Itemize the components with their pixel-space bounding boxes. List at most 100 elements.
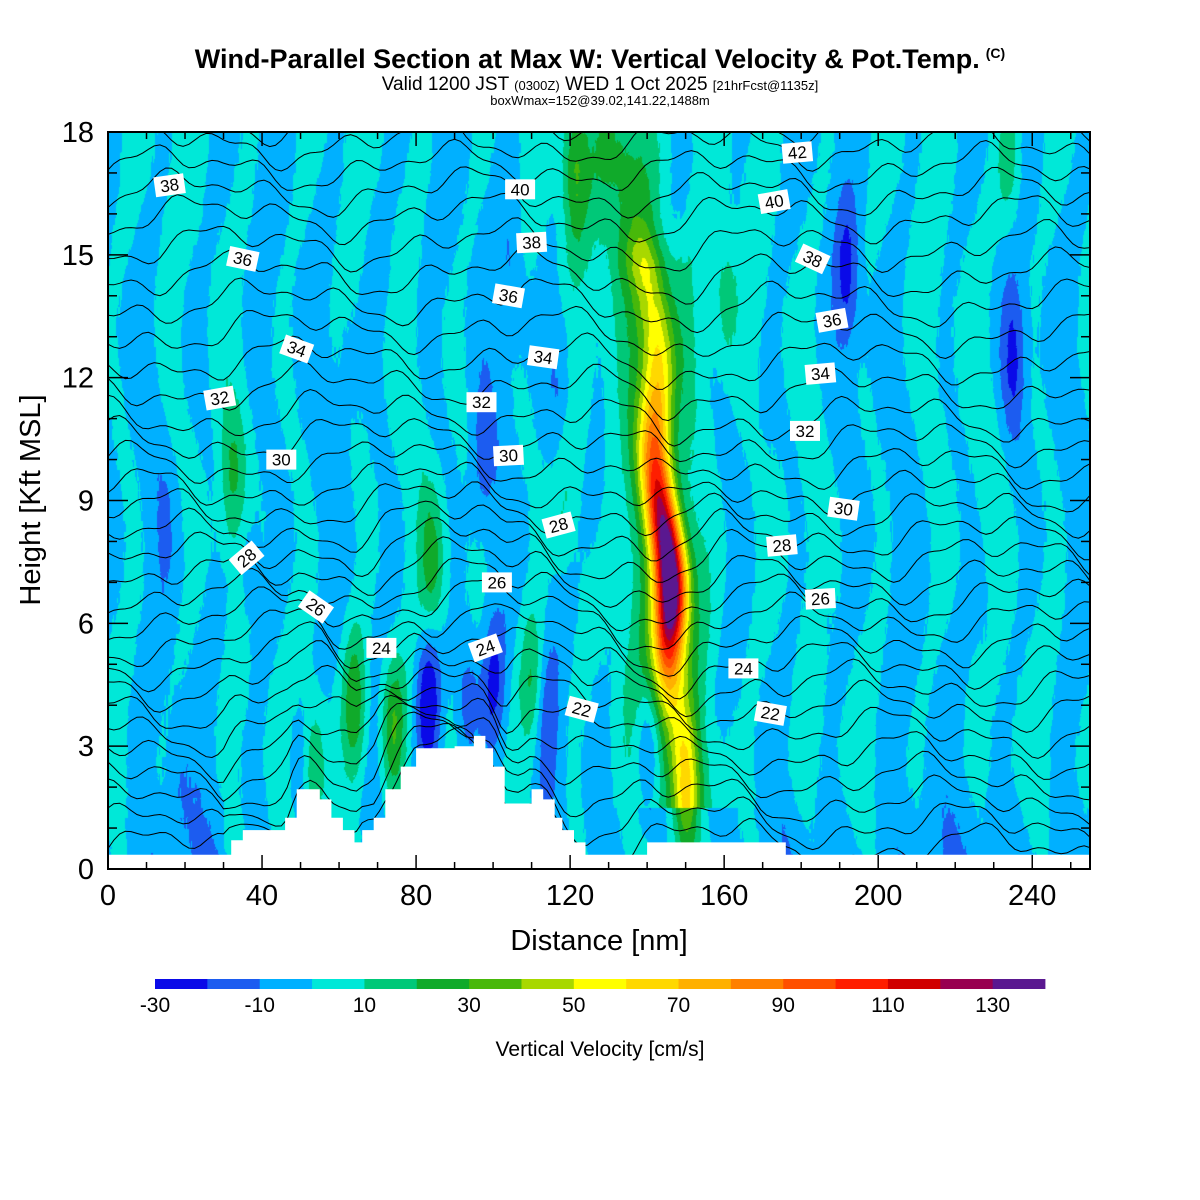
theta-label: 24: [467, 633, 503, 663]
theta-label: 36: [815, 307, 849, 333]
theta-label-text: 22: [759, 703, 781, 725]
x-tick-label: 240: [1008, 880, 1056, 912]
theta-label: 36: [226, 245, 260, 272]
colorbar-tick-label: 130: [975, 994, 1010, 1017]
valid-utc: (0300Z): [514, 78, 560, 93]
y-tick-label: 0: [78, 854, 94, 886]
theta-label: 32: [790, 420, 820, 441]
theta-line-19: [108, 682, 1090, 759]
colorbar-segment: [521, 979, 575, 989]
theta-line-36: [108, 305, 1090, 360]
y-tick-label: 15: [62, 240, 94, 272]
colorbar-tick-label: 90: [772, 994, 795, 1017]
theta-line-25: [108, 557, 1090, 632]
copyright-mark: (C): [985, 45, 1006, 61]
y-tick-label: 12: [62, 363, 94, 395]
theta-line-44: [247, 132, 1090, 148]
theta-label: 24: [366, 637, 397, 658]
theta-label-text: 24: [372, 639, 391, 658]
title-text: Wind-Parallel Section at Max W: Vertical…: [194, 44, 980, 74]
theta-label-text: 26: [810, 589, 830, 609]
colorbar-segment: [469, 979, 522, 989]
colorbar-segment: [573, 979, 627, 989]
x-tick-label: 40: [246, 880, 278, 912]
theta-label: 22: [564, 695, 599, 723]
theta-label-text: 34: [810, 364, 831, 385]
y-tick-label: 18: [62, 117, 94, 149]
x-tick-label: 80: [400, 880, 432, 912]
colorbar-segment: [626, 979, 679, 989]
forecast-info: [21hrFcst@1135z]: [712, 78, 819, 93]
theta-label: 40: [757, 189, 791, 215]
theta-label-text: 32: [472, 393, 491, 412]
theta-label: 28: [766, 534, 798, 557]
theta-line-41: [108, 166, 1090, 219]
theta-label-text: 36: [497, 285, 519, 307]
y-axis-label: Height [Kft MSL]: [15, 394, 47, 605]
terrain: [108, 735, 1090, 869]
theta-label-text: 32: [796, 422, 815, 441]
theta-label: 24: [728, 658, 759, 679]
theta-label: 34: [526, 345, 560, 370]
theta-label: 34: [279, 334, 315, 364]
colorbar-label: Vertical Velocity [cm/s]: [496, 1038, 705, 1061]
colorbar-segment: [678, 979, 732, 989]
colorbar-segment: [312, 979, 365, 989]
y-tick-label: 6: [78, 608, 94, 640]
theta-label-text: 24: [734, 659, 753, 678]
colorbar-tick-label: 70: [667, 994, 690, 1017]
colorbar-tick-label: 30: [457, 994, 480, 1017]
theta-line-43: [162, 132, 1090, 172]
theta-line-17: [108, 702, 1090, 802]
theta-line-15: [108, 722, 1090, 851]
theta-line-35: [108, 332, 1090, 390]
theta-label: 26: [804, 588, 836, 610]
colorbar-tick-label: 110: [871, 994, 904, 1017]
theta-label: 26: [481, 572, 512, 593]
theta-line-28: [108, 500, 1090, 562]
box-wmax-info: boxWmax=152@39.02,141.22,1488m: [490, 93, 710, 108]
theta-line-22: [108, 621, 1090, 700]
colorbar-segment: [887, 979, 941, 989]
theta-line-29: [108, 481, 1090, 539]
theta-label-text: 42: [787, 143, 808, 164]
theta-line-31: [108, 439, 1090, 490]
theta-label: 30: [827, 496, 860, 521]
theta-line-23: [108, 603, 1090, 677]
theta-line-18: [108, 694, 1090, 784]
colorbar-tick-label: -30: [140, 994, 170, 1017]
colorbar-segment: [207, 979, 261, 989]
vertical-velocity-field: [108, 132, 1090, 869]
theta-label: 38: [153, 173, 186, 198]
theta-label-text: 34: [532, 347, 553, 368]
theta-label-text: 38: [159, 175, 180, 196]
colorbar-segment: [730, 979, 784, 989]
theta-line-27: [108, 517, 1090, 583]
theta-label-text: 38: [522, 233, 542, 253]
colorbar-segment: [259, 979, 313, 989]
theta-label: 30: [492, 444, 525, 467]
theta-line-33: [108, 388, 1090, 447]
colorbar-tick-label: 10: [353, 994, 376, 1017]
theta-line-38: [108, 245, 1090, 305]
colorbar-segment: [783, 979, 836, 989]
colorbar: -30 -10 10 30 50 70 90 110 130: [140, 979, 1046, 1017]
theta-label: 36: [491, 283, 526, 309]
valid-date: WED 1 Oct 2025: [564, 74, 708, 95]
theta-line-21: [108, 640, 1090, 718]
theta-line-39: [108, 217, 1090, 274]
theta-label: 38: [516, 231, 548, 254]
chart-title: Wind-Parallel Section at Max W: Vertical…: [0, 44, 1200, 75]
theta-line-20: [108, 664, 1090, 733]
x-tick-label: 200: [854, 880, 902, 912]
theta-line-42: [108, 138, 1090, 193]
theta-line-24: [108, 579, 1090, 651]
colorbar-segment: [992, 979, 1046, 989]
theta-label-text: 28: [772, 536, 793, 557]
theta-label-text: 30: [272, 451, 291, 470]
theta-label-text: 40: [763, 191, 785, 213]
theta-label-text: 36: [821, 310, 843, 332]
theta-line-37: [108, 277, 1090, 334]
theta-line-40: [108, 192, 1090, 246]
